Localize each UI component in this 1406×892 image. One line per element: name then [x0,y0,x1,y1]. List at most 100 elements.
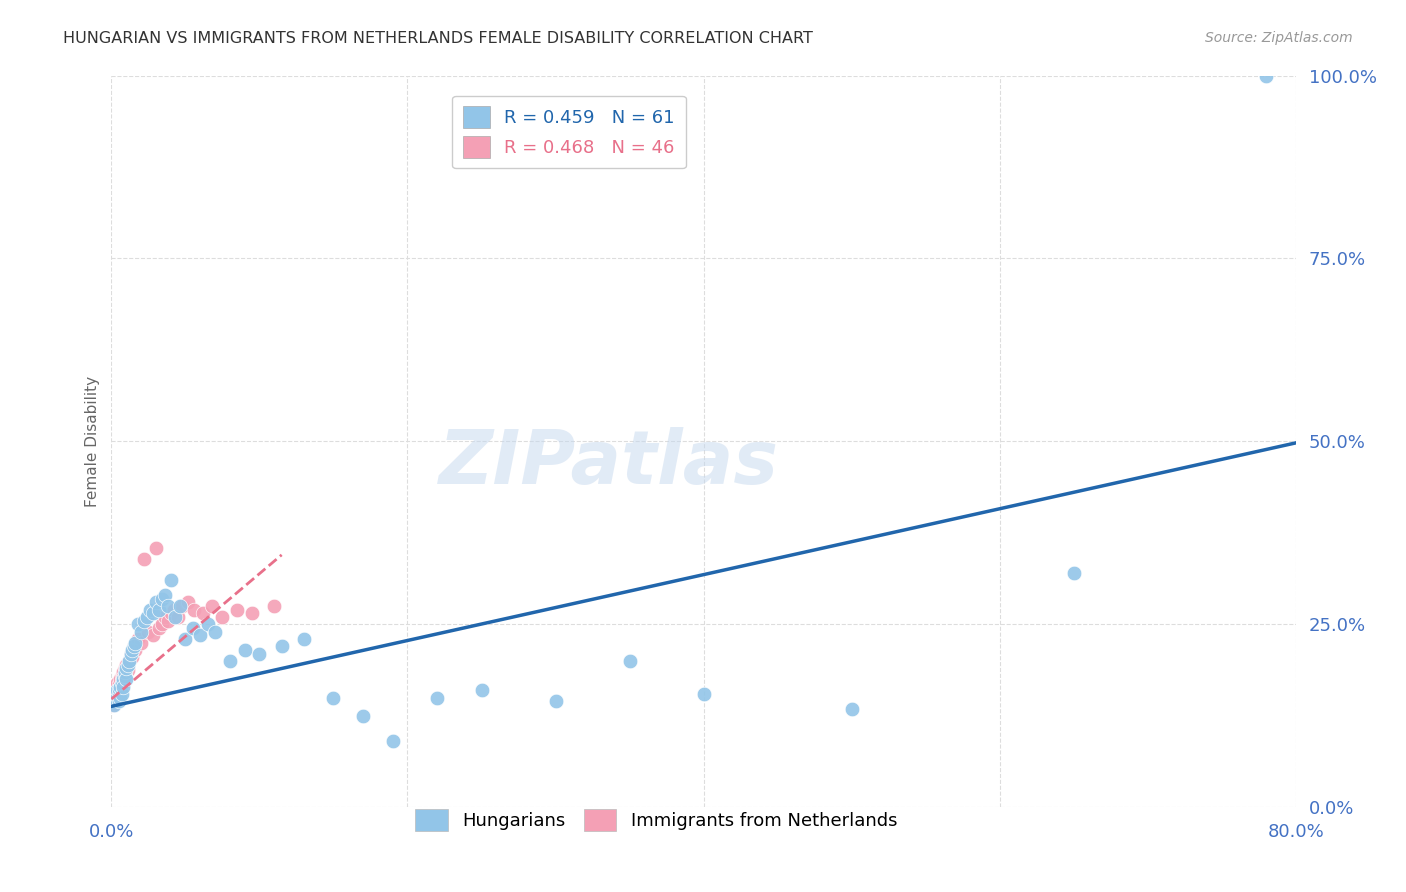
Y-axis label: Female Disability: Female Disability [86,376,100,507]
Point [101,698,124,712]
Point [201,599,224,613]
Point [111,687,134,701]
Point [619,654,641,668]
Point [188,628,211,642]
Point [114,665,136,679]
Point [153,588,176,602]
Point [104,687,127,701]
Point [108,681,131,696]
Point [142,628,165,642]
Point [111,674,134,689]
Point [165,610,187,624]
Point [132,614,155,628]
Point [1256,69,1278,83]
Point [218,654,240,668]
Point [211,610,233,624]
Point [226,603,249,617]
Point [150,591,173,606]
Point [352,709,374,723]
Point [139,603,162,617]
Point [172,599,194,613]
Point [159,607,181,621]
Point [197,617,219,632]
Point [103,690,125,705]
Point [240,607,263,621]
Point [145,541,167,555]
Point [115,661,138,675]
Point [156,614,179,628]
Point [263,599,285,613]
Point [148,621,170,635]
Point [136,610,159,624]
Point [103,698,125,712]
Point [129,624,152,639]
Text: Source: ZipAtlas.com: Source: ZipAtlas.com [1205,31,1353,45]
Point [121,650,143,665]
Point [111,668,134,682]
Point [162,603,184,617]
Point [111,676,134,690]
Text: HUNGARIAN VS IMMIGRANTS FROM NETHERLANDS FEMALE DISABILITY CORRELATION CHART: HUNGARIAN VS IMMIGRANTS FROM NETHERLANDS… [63,31,813,46]
Point [103,692,125,706]
Point [105,676,128,690]
Point [127,617,149,632]
Point [110,681,132,696]
Point [138,624,160,639]
Point [544,694,567,708]
Point [104,692,127,706]
Point [174,632,197,646]
Point [120,647,142,661]
Legend: Hungarians, Immigrants from Netherlands: Hungarians, Immigrants from Netherlands [408,802,904,838]
Point [110,680,132,694]
Point [108,677,131,691]
Point [153,610,176,624]
Point [108,683,131,698]
Point [150,617,173,632]
Point [132,551,155,566]
Point [118,654,141,668]
Point [124,643,146,657]
Point [177,595,200,609]
Text: ZIPatlas: ZIPatlas [439,427,779,500]
Point [129,636,152,650]
Point [470,683,492,698]
Point [114,661,136,675]
Point [322,690,344,705]
Point [101,687,124,701]
Point [103,683,125,698]
Point [122,640,145,654]
Point [181,621,204,635]
Point [183,603,205,617]
Point [105,684,128,698]
Point [108,684,131,698]
Point [169,599,191,613]
Point [112,680,135,694]
Point [115,673,138,687]
Point [381,734,404,748]
Point [167,610,190,624]
Point [193,607,215,621]
Point [114,668,136,682]
Point [112,673,135,687]
Point [112,670,135,684]
Point [124,636,146,650]
Point [108,694,131,708]
Point [233,643,256,657]
Point [841,701,863,715]
Point [104,680,127,694]
Point [104,689,127,703]
Point [127,632,149,646]
Point [105,683,128,698]
Point [121,643,143,657]
Point [292,632,315,646]
Point [204,624,226,639]
Point [120,647,142,661]
Point [692,687,714,701]
Point [122,640,145,654]
Point [115,657,138,672]
Point [426,690,449,705]
Point [270,640,292,654]
Point [101,694,124,708]
Point [118,654,141,668]
Point [156,599,179,613]
